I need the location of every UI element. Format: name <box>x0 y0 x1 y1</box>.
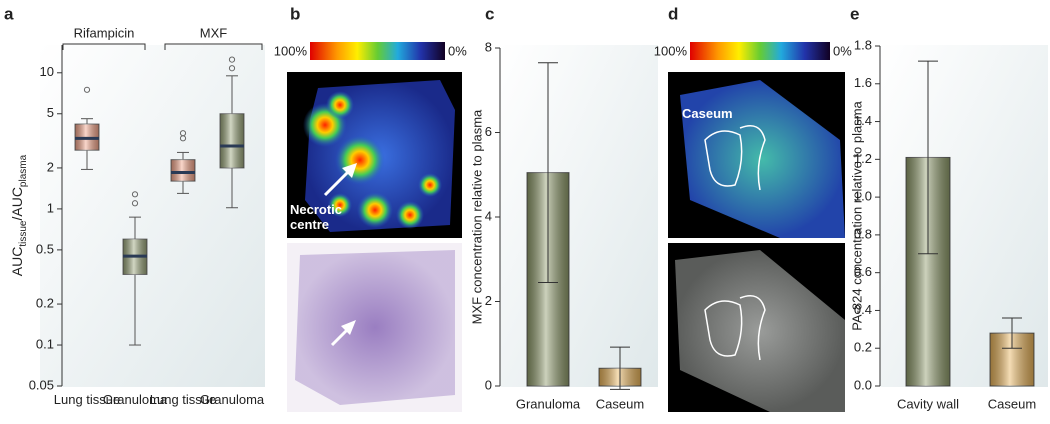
panel-letter: a <box>4 4 14 23</box>
panel-letter: d <box>668 4 678 23</box>
y-tick-label: 6 <box>485 124 492 139</box>
group-bracket <box>62 43 146 50</box>
color-scale <box>690 42 830 60</box>
y-axis-label-part: AUC <box>9 247 25 277</box>
y-tick-label: 2 <box>485 293 492 308</box>
y-axis-label-part: /AUC <box>9 187 25 220</box>
group-bracket <box>164 43 263 50</box>
outlier <box>83 86 91 93</box>
y-axis-label: PA-824 concentration relative to plasma <box>849 100 864 330</box>
y-axis-label: MXF concentration relative to plasma <box>469 109 484 324</box>
y-tick-label: 0.2 <box>36 295 54 310</box>
y-tick-label: 1 <box>47 200 54 215</box>
y-tick-label: 10 <box>40 64 54 79</box>
y-tick-label: 0.2 <box>854 340 872 355</box>
scale-min: 0% <box>448 43 467 58</box>
scale-min: 0% <box>833 43 852 58</box>
outline <box>704 300 743 357</box>
y-tick-label: 1.2 <box>854 151 872 166</box>
outline <box>739 295 766 361</box>
scale-max: 100% <box>274 43 308 58</box>
tissue <box>295 250 455 405</box>
outlier <box>228 56 236 63</box>
tissue <box>680 80 845 238</box>
y-axis-label-part: tissue <box>18 220 29 247</box>
y-tick-label: 0.4 <box>854 302 872 317</box>
panel-bg <box>40 45 265 387</box>
y-tick-label: 1.0 <box>854 189 872 204</box>
arrow-head <box>342 163 357 178</box>
outline <box>704 130 743 187</box>
x-tick-label: Granuloma <box>516 396 581 411</box>
x-tick-label: Lung tissue <box>53 392 121 407</box>
y-tick-label: 4 <box>485 208 492 223</box>
y-tick-label: 0.1 <box>36 336 54 351</box>
image-d <box>668 72 845 412</box>
x-tick-label: Lung tissue <box>149 392 217 407</box>
hotspot <box>418 173 442 197</box>
panel-letter: b <box>290 4 300 23</box>
y-tick-label: 0 <box>485 377 492 392</box>
group-label: Rifampicin <box>74 25 135 40</box>
y-tick-label: 5 <box>47 105 54 120</box>
hotspot <box>357 192 393 228</box>
x-tick-label: Caseum <box>596 396 644 411</box>
outlier <box>131 191 139 198</box>
y-tick-label: 2 <box>47 159 54 174</box>
panel-backgrounds <box>40 45 1048 387</box>
annotation: Caseum <box>682 106 733 121</box>
y-tick-label: 1.4 <box>854 113 872 128</box>
hotspot <box>326 91 354 119</box>
x-tick-label: Caseum <box>988 396 1036 411</box>
box-shade <box>171 159 195 182</box>
arrow-head <box>341 320 356 335</box>
group-label: MXF <box>200 25 228 40</box>
x-tick-label: Granuloma <box>199 392 265 407</box>
hotspot <box>396 201 424 229</box>
box-shade <box>220 113 244 168</box>
outlier <box>179 130 187 137</box>
y-tick-label: 1.6 <box>854 75 872 90</box>
x-tick-label: Cavity wall <box>897 396 959 411</box>
panel-letter: c <box>485 4 494 23</box>
y-tick-label: 0.0 <box>854 377 872 392</box>
arrow <box>323 168 352 197</box>
y-axis-label-part: plasma <box>18 154 29 187</box>
panel-letter: e <box>850 4 859 23</box>
y-tick-label: 0.05 <box>29 377 54 392</box>
y-tick-label: 0.8 <box>854 226 872 241</box>
y-axis-label: AUCtissue/AUCplasma <box>9 154 29 276</box>
outline <box>739 125 766 191</box>
image-b <box>287 72 462 412</box>
panel-bg <box>500 45 658 387</box>
x-tick-label: Granuloma <box>102 392 168 407</box>
outlier <box>228 65 236 72</box>
outlier <box>131 200 139 207</box>
hotspot <box>328 193 352 217</box>
y-tick-label: 0.5 <box>36 241 54 256</box>
annotation: Necrotic centre <box>290 202 343 232</box>
y-tick-label: 1.8 <box>854 37 872 52</box>
color-scale <box>310 42 445 60</box>
y-tick-label: 8 <box>485 39 492 54</box>
y-tick-label: 0.6 <box>854 264 872 279</box>
scale-max: 100% <box>654 43 688 58</box>
